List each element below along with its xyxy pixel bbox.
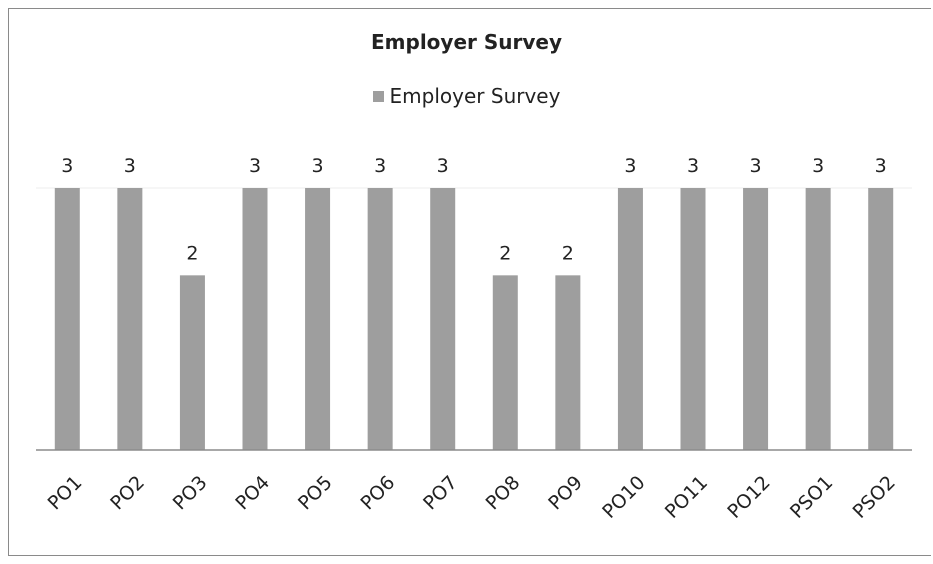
data-label-po4: 3	[249, 155, 261, 177]
data-label-po9: 2	[562, 242, 574, 264]
chart-frame	[8, 8, 931, 556]
bar-po10	[617, 188, 643, 450]
data-label-pso2: 3	[875, 155, 887, 177]
x-tick-label-po4: PO4	[231, 472, 274, 515]
bar-po2	[117, 188, 143, 450]
bar-po4	[242, 188, 268, 450]
bar-po1	[54, 188, 80, 450]
x-tick-label-po11: PO11	[661, 472, 712, 523]
x-tick-label-po2: PO2	[106, 472, 149, 515]
x-tick-label-po7: PO7	[419, 472, 462, 515]
data-label-po6: 3	[374, 155, 386, 177]
legend-swatch	[372, 90, 384, 102]
x-tick-label-po8: PO8	[482, 472, 525, 515]
bar-po8	[492, 275, 518, 450]
bar-po3	[179, 275, 205, 450]
x-tick-label-pso2: PSO2	[849, 472, 900, 523]
x-tick-label-po9: PO9	[544, 472, 587, 515]
data-label-po8: 2	[499, 242, 511, 264]
x-tick-label-po12: PO12	[723, 472, 774, 523]
chart-legend: Employer Survey	[0, 84, 933, 108]
bar-po12	[743, 188, 769, 450]
x-tick-label-po6: PO6	[356, 472, 399, 515]
data-label-po5: 3	[312, 155, 324, 177]
data-label-po7: 3	[437, 155, 449, 177]
bar-po9	[555, 275, 581, 450]
chart-title: Employer Survey	[371, 30, 562, 54]
data-label-po11: 3	[687, 155, 699, 177]
x-tick-label-po3: PO3	[169, 472, 212, 515]
bar-po11	[680, 188, 706, 450]
data-label-po12: 3	[750, 155, 762, 177]
legend-label: Employer Survey	[389, 84, 561, 108]
data-label-pso1: 3	[812, 155, 824, 177]
bar-po5	[305, 188, 331, 450]
data-label-po1: 3	[61, 155, 73, 177]
bar-po6	[367, 188, 393, 450]
data-label-po3: 2	[186, 242, 198, 264]
bar-pso1	[805, 188, 831, 450]
data-label-po2: 3	[124, 155, 136, 177]
bar-po7	[430, 188, 456, 450]
x-tick-label-po10: PO10	[598, 472, 649, 523]
data-label-po10: 3	[624, 155, 636, 177]
x-tick-label-pso1: PSO1	[786, 472, 837, 523]
x-tick-label-po1: PO1	[44, 472, 87, 515]
bar-pso2	[868, 188, 894, 450]
x-tick-label-po5: PO5	[294, 472, 337, 515]
